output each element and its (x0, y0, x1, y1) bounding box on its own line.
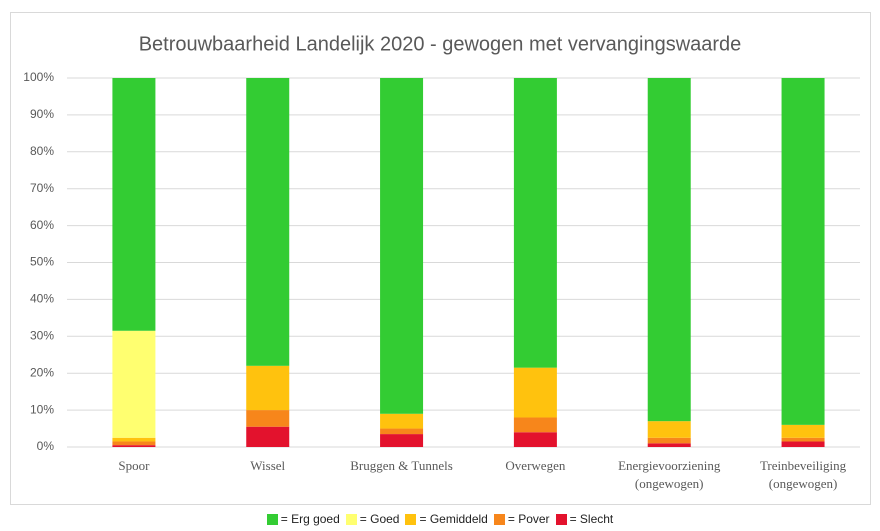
x-tick-label: Spoor (118, 458, 150, 473)
bar-segment (781, 437, 825, 442)
bar-segment (513, 432, 557, 447)
bar-segment (380, 428, 424, 435)
y-tick-label: 80% (30, 144, 54, 158)
legend-label: = Gemiddeld (419, 512, 488, 526)
legend-label: = Slecht (569, 512, 614, 526)
y-tick-label: 50% (30, 255, 54, 269)
legend-item: = Pover (493, 512, 550, 526)
legend-label: = Pover (507, 512, 550, 526)
bar-segment (112, 78, 156, 331)
y-tick-label: 40% (30, 292, 54, 306)
bar-segment (781, 424, 825, 438)
bar-segment (246, 426, 290, 447)
y-tick-label: 100% (23, 70, 54, 84)
legend-swatch (266, 513, 278, 525)
legend-swatch (555, 513, 567, 525)
bar-segment (380, 78, 424, 414)
legend-item: = Slecht (555, 512, 614, 526)
bar-segment (112, 441, 156, 446)
bar-segment (513, 367, 557, 418)
y-tick-label: 70% (30, 181, 54, 195)
x-tick-label: Overwegen (505, 458, 566, 473)
x-tick-label: Bruggen & Tunnels (350, 458, 453, 473)
legend-item: = Gemiddeld (405, 512, 488, 526)
y-tick-label: 90% (30, 107, 54, 121)
x-tick-label: Wissel (250, 458, 286, 473)
bar-segment (112, 330, 156, 438)
bar-segment (246, 410, 290, 427)
bar-segment (513, 78, 557, 368)
y-tick-label: 0% (37, 439, 55, 453)
chart-title: Betrouwbaarheid Landelijk 2020 - gewogen… (139, 33, 742, 55)
bar-segment (647, 78, 691, 422)
legend-swatch (493, 513, 505, 525)
legend-item: = Goed (345, 512, 400, 526)
bar-segment (112, 437, 156, 442)
bar-segment (647, 421, 691, 438)
x-tick-label: Treinbeveiliging (ongewogen) (759, 458, 847, 491)
y-tick-label: 20% (30, 365, 54, 379)
bar-segment (647, 443, 691, 447)
bar-segment (380, 434, 424, 447)
legend-label: = Erg goed (280, 512, 340, 526)
bar-segment (781, 441, 825, 447)
bar-segment (112, 445, 156, 447)
legend-swatch (345, 513, 357, 525)
y-tick-label: 10% (30, 402, 54, 416)
y-tick-label: 30% (30, 328, 54, 342)
bar-segment (380, 413, 424, 429)
legend-swatch (405, 513, 417, 525)
legend: = Erg goed = Goed = Gemiddeld = Pover = Slec… (0, 512, 880, 526)
legend-item: = Erg goed (266, 512, 340, 526)
bar-segment (246, 78, 290, 366)
bar-segment (246, 365, 290, 411)
legend-label: = Goed (359, 512, 400, 526)
bar-segment (647, 437, 691, 444)
bar-segment (513, 417, 557, 433)
y-tick-label: 60% (30, 218, 54, 232)
x-tick-label: Energievoorziening (ongewogen) (618, 458, 721, 491)
bar-segment (781, 78, 825, 425)
